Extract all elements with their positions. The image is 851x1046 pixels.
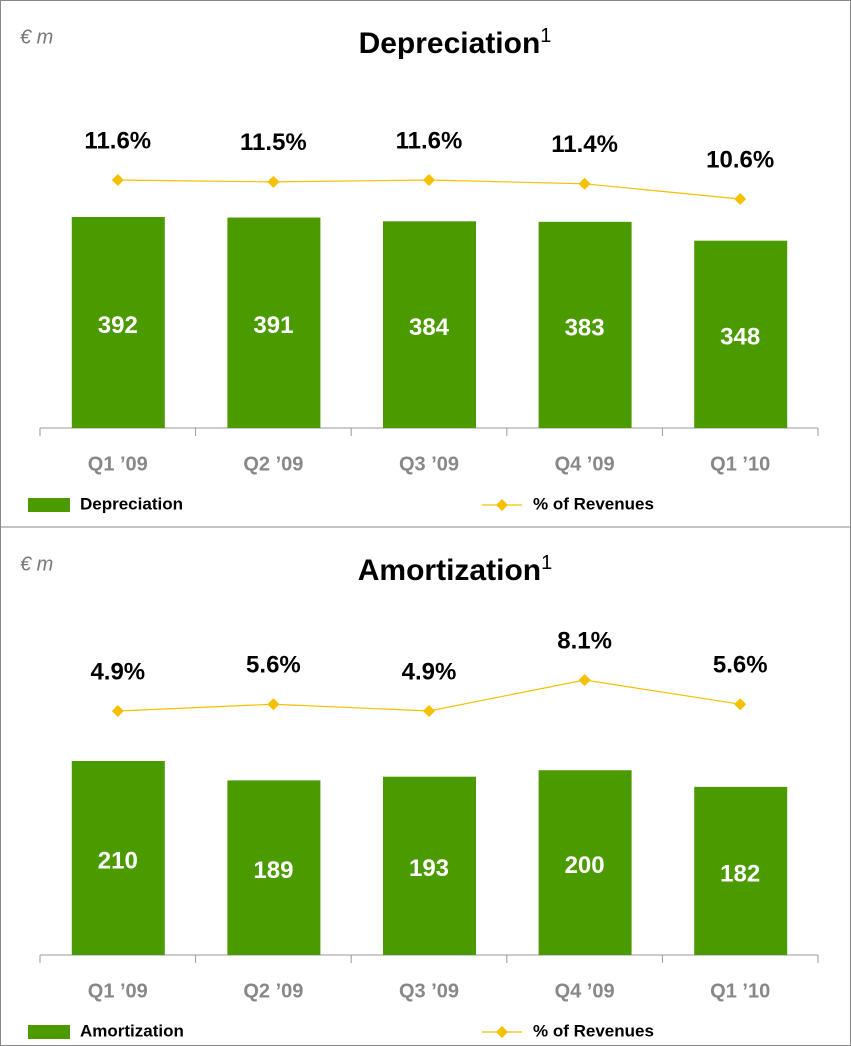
bar-label: 210	[98, 847, 138, 874]
chart-title: Amortization1	[358, 552, 552, 587]
percent-marker	[111, 174, 124, 186]
bar	[538, 770, 632, 955]
x-tick-label: Q3 ’09	[399, 980, 459, 1002]
percent-label: 4.9%	[90, 658, 145, 685]
percent-label: 5.6%	[713, 652, 768, 679]
bar	[227, 780, 321, 955]
title-note: 1	[541, 552, 552, 574]
x-tick-label: Q2 ’09	[243, 453, 303, 475]
percent-marker	[578, 177, 591, 190]
bar-label: 384	[409, 314, 450, 341]
legend-label: Depreciation	[80, 494, 183, 513]
legend-marker	[496, 1026, 508, 1038]
percent-marker	[578, 674, 591, 686]
percent-marker	[111, 705, 124, 717]
percent-label: 10.6%	[706, 146, 774, 173]
legend-swatch	[28, 1025, 70, 1039]
bar-label: 392	[98, 312, 138, 339]
bar	[71, 217, 165, 428]
x-tick-label: Q1 ’10	[710, 453, 770, 475]
percent-label: 4.9%	[402, 658, 457, 685]
bar-label: 383	[565, 314, 605, 341]
bar	[383, 776, 476, 955]
percent-marker	[423, 174, 435, 186]
x-tick-label: Q1 ’10	[710, 980, 770, 1002]
x-tick-label: Q3 ’09	[399, 453, 459, 475]
bar	[71, 761, 165, 955]
bar	[383, 221, 476, 428]
legend-swatch	[28, 498, 70, 512]
bar-label: 189	[253, 857, 293, 884]
bar-label: 193	[409, 855, 449, 882]
x-tick-label: Q1 ’09	[88, 980, 148, 1002]
percent-label: 11.5%	[240, 129, 307, 156]
bar	[538, 221, 632, 428]
bar-label: 348	[720, 324, 760, 351]
x-tick-label: Q4 ’09	[555, 980, 615, 1002]
x-tick-label: Q1 ’09	[88, 453, 148, 475]
bar	[227, 217, 321, 428]
percent-label: 5.6%	[246, 652, 301, 679]
x-tick-label: Q4 ’09	[555, 453, 615, 475]
title-text: Depreciation	[359, 27, 541, 60]
bar-label: 391	[253, 312, 293, 339]
bar-label: 200	[565, 852, 605, 879]
percent-marker	[267, 698, 280, 711]
unit-label: € m	[20, 553, 53, 575]
percent-marker	[734, 698, 747, 711]
percent-marker	[267, 175, 280, 188]
bar	[694, 240, 788, 428]
percent-marker	[734, 193, 747, 205]
x-tick-label: Q2 ’09	[243, 980, 303, 1002]
unit-label: € m	[20, 26, 53, 48]
title-note: 1	[540, 25, 551, 47]
legend-label: % of Revenues	[533, 1021, 654, 1040]
legend-marker	[496, 499, 508, 511]
title-text: Amortization	[358, 554, 541, 587]
percent-marker	[423, 705, 435, 717]
bar	[694, 786, 788, 955]
percent-label: 11.6%	[84, 127, 151, 154]
percent-label: 8.1%	[557, 627, 612, 654]
chart-title: Depreciation1	[359, 25, 552, 60]
percent-label: 11.4%	[551, 131, 618, 158]
legend-label: % of Revenues	[533, 494, 654, 513]
legend-label: Amortization	[80, 1021, 184, 1040]
bar-label: 182	[720, 860, 760, 887]
percent-label: 11.6%	[396, 127, 463, 154]
